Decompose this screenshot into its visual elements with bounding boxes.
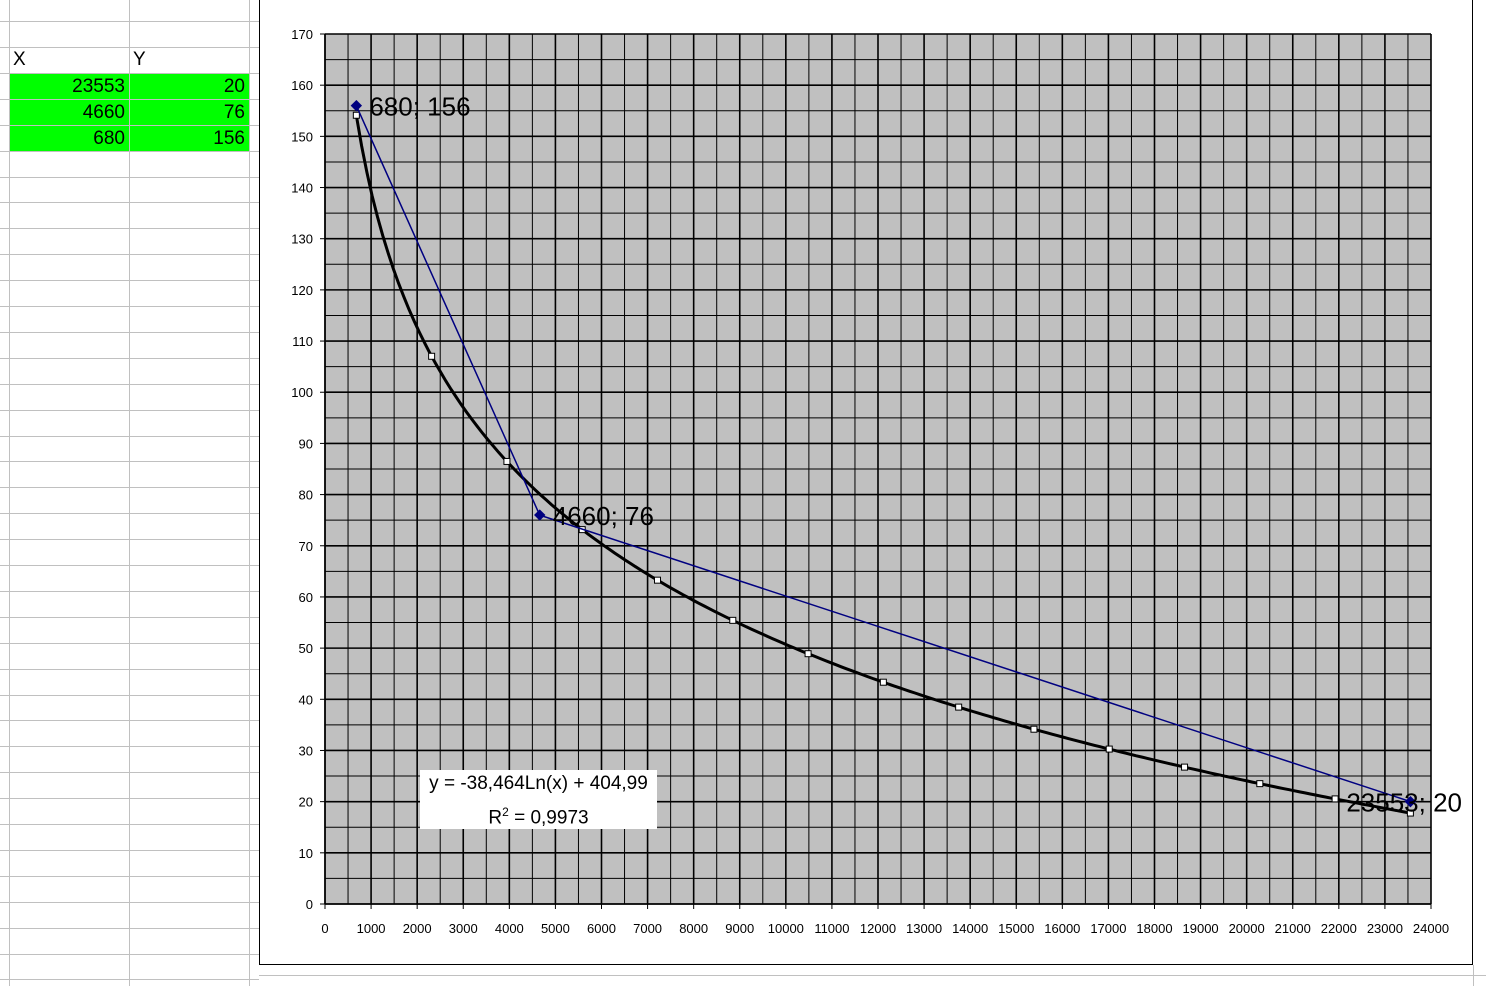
cell-y-1[interactable]: 20 (130, 74, 249, 99)
x-tick-label: 8000 (679, 921, 708, 936)
trendline-marker (804, 650, 812, 658)
y-tick-label: 60 (299, 590, 313, 605)
trendline-marker (428, 352, 436, 360)
y-tick-label: 160 (291, 78, 313, 93)
x-tick-label: 2000 (403, 921, 432, 936)
x-tick-label: 0 (321, 921, 328, 936)
trendline-marker (955, 703, 963, 711)
x-tick-label: 11000 (814, 921, 849, 936)
cell-y-3[interactable]: 156 (130, 126, 249, 151)
trendline-marker (352, 111, 360, 119)
cell-x-2[interactable]: 4660 (10, 100, 129, 125)
x-tick-label: 15000 (998, 921, 1034, 936)
column-header-y[interactable]: Y (133, 49, 146, 70)
x-tick-label: 9000 (725, 921, 754, 936)
trendline-equation-label[interactable]: y = -38,464Ln(x) + 404,99 R2 = 0,9973 (420, 770, 657, 829)
trendline-marker (729, 616, 737, 624)
data-point-marker (1404, 795, 1417, 808)
cell-x-1[interactable]: 23553 (10, 74, 129, 99)
x-tick-label: 3000 (449, 921, 478, 936)
trendline-marker (1406, 809, 1414, 817)
x-tick-label: 19000 (1183, 921, 1219, 936)
x-tick-label: 13000 (906, 921, 942, 936)
y-tick-label: 20 (299, 795, 313, 810)
y-tick-label: 100 (291, 385, 313, 400)
cell-x-3[interactable]: 680 (10, 126, 129, 151)
column-header-x[interactable]: X (13, 49, 26, 70)
x-tick-label: 12000 (860, 921, 896, 936)
trendline-marker (1181, 763, 1189, 771)
y-tick-label: 50 (299, 641, 313, 656)
y-tick-label: 0 (306, 897, 313, 912)
trendline-marker (1331, 795, 1339, 803)
x-tick-label: 17000 (1090, 921, 1126, 936)
x-tick-label: 1000 (357, 921, 386, 936)
data-point-label: 680; 156 (369, 92, 470, 122)
x-tick-label: 22000 (1321, 921, 1357, 936)
x-tick-label: 16000 (1044, 921, 1080, 936)
cell-y-2[interactable]: 76 (130, 100, 249, 125)
x-tick-label: 24000 (1413, 921, 1449, 936)
trendline-r-squared: R2 = 0,9973 (488, 805, 589, 829)
y-tick-label: 90 (299, 436, 313, 451)
x-tick-label: 5000 (541, 921, 570, 936)
x-tick-label: 21000 (1275, 921, 1311, 936)
x-tick-label: 4000 (495, 921, 524, 936)
data-point-marker (534, 509, 546, 521)
trendline-marker (879, 678, 887, 686)
x-tick-label: 18000 (1136, 921, 1172, 936)
y-tick-label: 10 (299, 846, 313, 861)
trendline-marker (653, 576, 661, 584)
y-tick-label: 80 (299, 488, 313, 503)
x-tick-label: 10000 (768, 921, 804, 936)
x-tick-label: 20000 (1229, 921, 1265, 936)
x-tick-label: 6000 (587, 921, 616, 936)
data-point-marker (350, 99, 363, 112)
data-point-label: 4660; 76 (553, 501, 654, 531)
y-tick-label: 30 (299, 743, 313, 758)
data-point-label: 23553; 20 (1346, 788, 1462, 818)
trendline-marker (1105, 745, 1113, 753)
y-tick-label: 170 (291, 27, 313, 42)
x-tick-label: 7000 (633, 921, 662, 936)
trendline-equation: y = -38,464Ln(x) + 404,99 (429, 773, 648, 794)
trendline-marker (1030, 725, 1038, 733)
y-tick-label: 150 (291, 129, 313, 144)
y-tick-label: 130 (291, 232, 313, 247)
y-tick-label: 70 (299, 539, 313, 554)
y-tick-label: 140 (291, 181, 313, 196)
y-tick-label: 120 (291, 283, 313, 298)
y-tick-label: 40 (299, 692, 313, 707)
x-tick-label: 23000 (1367, 921, 1403, 936)
y-tick-label: 110 (292, 334, 313, 349)
trendline-marker (503, 457, 511, 465)
x-tick-label: 14000 (952, 921, 988, 936)
trendline-marker (1256, 780, 1264, 788)
